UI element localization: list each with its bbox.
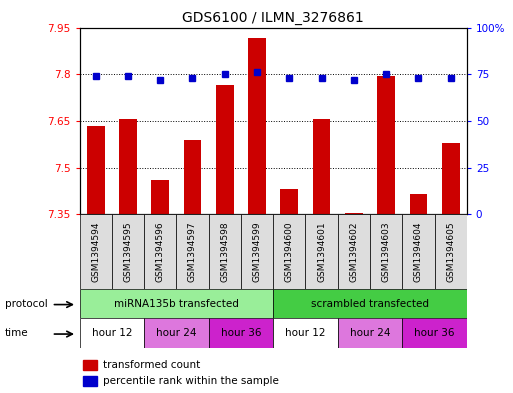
Text: GSM1394596: GSM1394596 [156, 221, 165, 282]
Bar [248, 39, 266, 214]
Bar [80, 214, 112, 289]
Bar [144, 214, 176, 289]
Text: GSM1394594: GSM1394594 [91, 221, 100, 282]
Bar [338, 318, 402, 348]
Bar [281, 189, 298, 214]
Bar [112, 214, 144, 289]
Bar [209, 318, 273, 348]
Text: time: time [5, 328, 29, 338]
Bar [209, 214, 241, 289]
Bar [377, 76, 395, 214]
Bar [273, 289, 467, 318]
Text: hour 24: hour 24 [156, 328, 196, 338]
Bar [402, 318, 467, 348]
Bar [151, 180, 169, 214]
Text: scrambled transfected: scrambled transfected [311, 299, 429, 309]
Text: GSM1394597: GSM1394597 [188, 221, 197, 282]
Bar [80, 318, 144, 348]
Text: GSM1394601: GSM1394601 [317, 221, 326, 282]
Text: GSM1394604: GSM1394604 [414, 221, 423, 282]
Text: hour 24: hour 24 [350, 328, 390, 338]
Text: GSM1394598: GSM1394598 [220, 221, 229, 282]
Title: GDS6100 / ILMN_3276861: GDS6100 / ILMN_3276861 [182, 11, 364, 25]
Text: GSM1394603: GSM1394603 [382, 221, 390, 282]
Bar [87, 125, 105, 214]
Bar [409, 194, 427, 214]
Text: GSM1394599: GSM1394599 [252, 221, 262, 282]
Bar [176, 214, 209, 289]
Bar [273, 214, 305, 289]
Bar [216, 85, 233, 214]
Bar [370, 214, 402, 289]
Bar [345, 213, 363, 214]
Bar [442, 143, 460, 214]
Bar [313, 119, 330, 214]
Bar [273, 318, 338, 348]
Bar [241, 214, 273, 289]
Text: protocol: protocol [5, 299, 48, 309]
Text: miRNA135b transfected: miRNA135b transfected [114, 299, 239, 309]
Bar [84, 376, 97, 386]
Text: GSM1394602: GSM1394602 [349, 221, 359, 282]
Text: GSM1394595: GSM1394595 [124, 221, 132, 282]
Bar [184, 140, 202, 214]
Bar [338, 214, 370, 289]
Bar [144, 318, 209, 348]
Text: transformed count: transformed count [103, 360, 200, 370]
Bar [80, 289, 273, 318]
Text: hour 12: hour 12 [91, 328, 132, 338]
Text: percentile rank within the sample: percentile rank within the sample [103, 376, 279, 386]
Bar [435, 214, 467, 289]
Bar [305, 214, 338, 289]
Text: hour 36: hour 36 [221, 328, 261, 338]
Bar [119, 119, 137, 214]
Text: GSM1394605: GSM1394605 [446, 221, 455, 282]
Text: hour 36: hour 36 [415, 328, 455, 338]
Text: hour 12: hour 12 [285, 328, 326, 338]
Bar [402, 214, 435, 289]
Bar [84, 360, 97, 369]
Text: GSM1394600: GSM1394600 [285, 221, 294, 282]
